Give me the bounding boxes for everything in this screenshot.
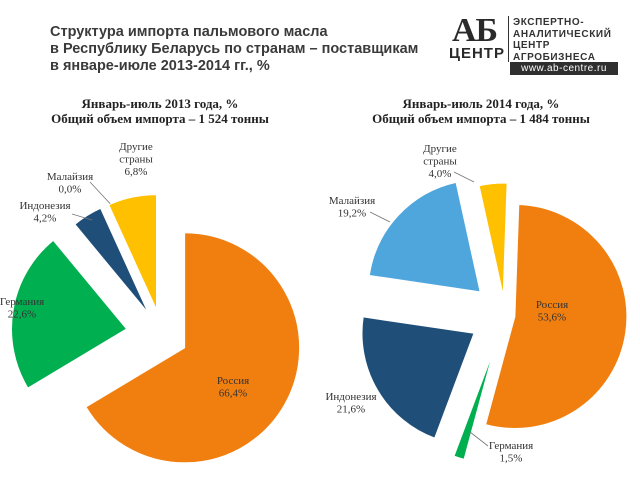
- pie-slice-1-0: [484, 204, 628, 429]
- data-label-0-3: Малайзия 0,0%: [47, 171, 93, 196]
- data-label-0-4: Другие страны 6,8%: [119, 141, 153, 178]
- logo-text-line-1: ЭКСПЕРТНО-: [513, 17, 585, 28]
- logo-mark-bottom: ЦЕНТР: [449, 45, 505, 62]
- pie-slice-1-1: [453, 350, 494, 460]
- pie-slice-1-4: [478, 182, 508, 296]
- logo-text-line-2: АНАЛИТИЧЕСКИЙ: [513, 28, 612, 40]
- pie-slice-1-3: [368, 181, 481, 293]
- logo-url: www.ab-centre.ru: [510, 62, 618, 75]
- pie-slice-1-2: [361, 316, 475, 439]
- pie-slice-0-4: [108, 194, 157, 310]
- title-line-1: Структура импорта пальмового масла: [50, 24, 328, 40]
- pie-chart-2013: Россия 66,4% Германия 22,6% Индонезия 4,2% Мал…: [0, 141, 301, 464]
- logo-text: ЭКСПЕРТНО- АНАЛИТИЧЕСКИЙ ЦЕНТР АГРОБИЗНЕ…: [513, 17, 611, 63]
- leader-line-1-3: [369, 211, 391, 223]
- leader-line-1-4: [453, 171, 475, 183]
- page-title: Структура импорта пальмового масла в Рес…: [50, 24, 420, 75]
- data-label-1-4: Другие страны 4,0%: [423, 143, 457, 180]
- pie-slice-0-2: [74, 207, 149, 314]
- chart-2014-title-line-1: Январь-июль 2014 года, %: [402, 96, 560, 111]
- data-label-1-0: Россия 53,6%: [536, 299, 568, 324]
- title-line-2: в Республику Беларусь по странам – поста…: [50, 41, 419, 57]
- leader-line-0-2: [71, 213, 93, 221]
- ab-centre-logo: АБ ЦЕНТР ЭКСПЕРТНО- АНАЛИТИЧЕСКИЙ ЦЕНТР …: [448, 12, 618, 75]
- title-line-3: в январе-июле 2013-2014 гг., %: [50, 58, 270, 74]
- chart-2013-title: Январь-июль 2013 года, % Общий объем имп…: [40, 96, 280, 126]
- data-label-1-1: Германия 1,5%: [489, 440, 533, 465]
- data-label-1-2: Индонезия 21,6%: [325, 391, 376, 416]
- chart-2014-title: Январь-июль 2014 года, % Общий объем имп…: [356, 96, 606, 126]
- data-label-0-2: Индонезия 4,2%: [19, 200, 70, 225]
- pie-slice-0-1: [11, 239, 128, 389]
- leader-line-1-1: [469, 431, 489, 447]
- logo-text-line-4: АГРОБИЗНЕСА: [513, 51, 596, 63]
- data-label-1-3: Малайзия 19,2%: [329, 195, 375, 220]
- chart-2013-title-line-1: Январь-июль 2013 года, %: [81, 96, 239, 111]
- logo-divider: [508, 16, 509, 62]
- pie-slice-0-0: [85, 232, 301, 464]
- logo-mark-top: АБ: [452, 12, 498, 49]
- logo-text-line-3: ЦЕНТР: [513, 40, 550, 51]
- chart-2014-title-line-2: Общий объем импорта – 1 484 тонны: [372, 111, 590, 126]
- data-label-0-0: Россия 66,4%: [217, 375, 249, 400]
- pie-chart-2014: Россия 53,6% Германия 1,5% Индонезия 21,6% Мал…: [325, 143, 628, 465]
- chart-2013-title-line-2: Общий объем импорта – 1 524 тонны: [51, 111, 269, 126]
- data-label-0-1: Германия 22,6%: [0, 296, 44, 321]
- logo-mark: АБ ЦЕНТР: [448, 12, 506, 74]
